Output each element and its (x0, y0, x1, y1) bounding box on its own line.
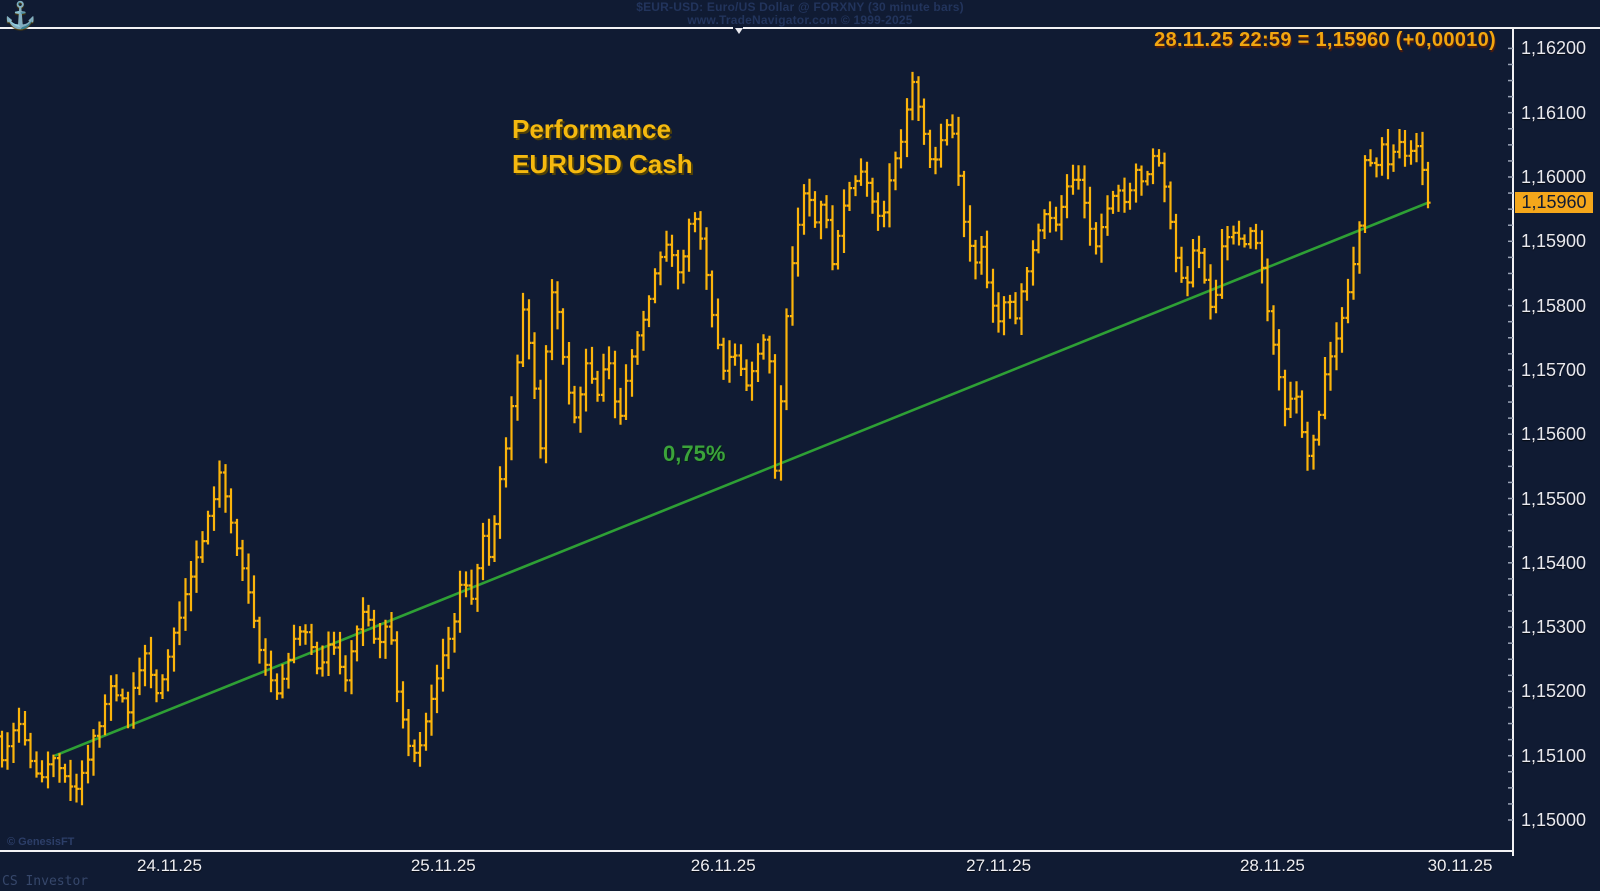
chart-header: $EUR-USD: Euro/US Dollar @ FORXNY (30 mi… (0, 1, 1600, 27)
date-axis-label: 27.11.25 (966, 856, 1032, 875)
price-axis-label: 1,15000 (1521, 810, 1587, 830)
price-axis-label: 1,16000 (1521, 167, 1587, 187)
price-axis-label: 1,16100 (1521, 102, 1587, 123)
price-axis-label: 1,15700 (1521, 359, 1587, 380)
date-axis-label: 28.11.25 (1239, 856, 1305, 875)
chart-source-copyright: www.TradeNavigator.com © 1999-2025 (687, 13, 913, 27)
anchor-logo-icon[interactable]: ⚓ (4, 0, 37, 30)
price-axis-label: 1,15600 (1521, 424, 1587, 445)
last-price-tag: 1,15960 (1515, 192, 1593, 213)
genesis-watermark: © GenesisFT (7, 836, 75, 848)
performance-annotation-line2: EURUSD Cash (512, 149, 693, 179)
chart-title: $EUR-USD: Euro/US Dollar @ FORXNY (30 mi… (636, 0, 964, 14)
price-axis-label: 1,16200 (1521, 38, 1587, 59)
date-axis-label: 30.11.25 (1427, 856, 1493, 875)
price-axis-label: 1,15200 (1521, 681, 1587, 702)
top-border-cursor-icon (735, 28, 743, 34)
price-axis-label: 1,15100 (1521, 745, 1587, 766)
ohlc-bars (0, 71, 1431, 806)
last-quote-readout: 28.11.25 22:59 = 1,15960 (+0,00010) (1154, 29, 1496, 51)
date-axis-label: 25.11.25 (410, 856, 476, 875)
performance-annotation-line1: Performance (512, 114, 671, 144)
trend-percent-label: 0,75% (663, 441, 726, 466)
price-axis-label: 1,15400 (1521, 552, 1587, 573)
trend-line (54, 201, 1429, 757)
price-axis-label: 1,15800 (1521, 295, 1587, 316)
date-axis-label: 24.11.25 (136, 856, 202, 875)
investor-watermark: CS Investor (2, 874, 89, 889)
price-axis-label: 1,15300 (1521, 617, 1587, 638)
performance-annotation: Performance EURUSD Cash (512, 112, 693, 182)
price-axis-label: 1,15500 (1521, 488, 1587, 509)
date-axis-label: 26.11.25 (690, 856, 756, 875)
price-axis-label: 1,15900 (1521, 231, 1587, 252)
